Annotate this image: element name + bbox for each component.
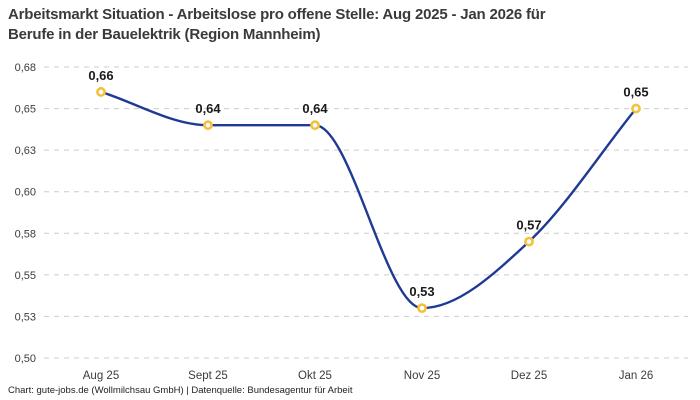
chart-credit: Chart: gute-jobs.de (Wollmilchsau GmbH) … — [8, 385, 353, 396]
chart-title: Arbeitsmarkt Situation - Arbeitslose pro… — [8, 5, 696, 45]
y-tick-label: 0,53 — [15, 311, 36, 323]
data-point-marker — [631, 103, 641, 114]
y-tick-label: 0,50 — [15, 353, 36, 365]
x-tick-label: Okt 25 — [298, 370, 332, 382]
x-tick-label: Sept 25 — [188, 370, 228, 382]
y-tick-label: 0,55 — [15, 270, 36, 282]
data-point-marker — [203, 120, 213, 131]
y-tick-label: 0,63 — [15, 145, 36, 157]
x-tick-label: Nov 25 — [404, 370, 440, 382]
data-point-label: 0,65 — [623, 85, 648, 100]
data-point-marker — [310, 120, 320, 131]
data-point-label: 0,64 — [195, 101, 221, 116]
y-tick-label: 0,60 — [15, 187, 36, 199]
data-point-marker — [417, 303, 427, 314]
x-tick-label: Aug 25 — [83, 370, 119, 382]
x-tick-label: Dez 25 — [511, 370, 547, 382]
y-tick-label: 0,65 — [15, 104, 36, 116]
data-point-marker — [96, 87, 106, 97]
data-point-label: 0,53 — [409, 284, 434, 299]
data-point-label: 0,57 — [516, 218, 541, 233]
chart-title-line1: Arbeitsmarkt Situation - Arbeitslose pro… — [8, 6, 546, 23]
x-tick-label: Jan 26 — [619, 370, 654, 382]
data-point-label: 0,64 — [302, 101, 328, 116]
series-path — [99, 90, 638, 310]
data-point-marker — [524, 236, 534, 247]
chart-title-line2: Berufe in der Bauelektrik (Region Mannhe… — [8, 26, 321, 43]
y-tick-label: 0,68 — [15, 62, 36, 74]
data-point-label: 0,66 — [88, 68, 113, 83]
y-tick-label: 0,58 — [15, 228, 36, 240]
